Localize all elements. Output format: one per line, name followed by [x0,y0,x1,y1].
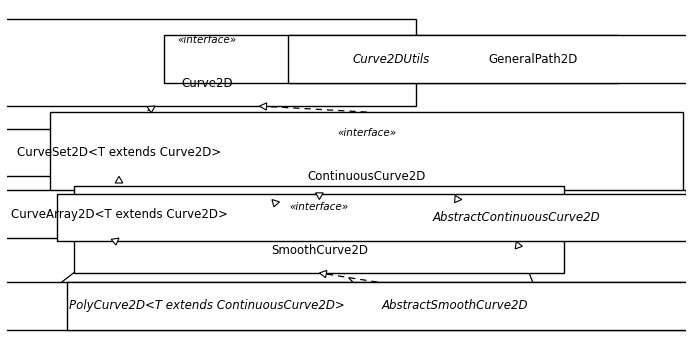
Polygon shape [455,195,462,203]
Text: «interface»: «interface» [290,202,349,212]
Text: SmoothCurve2D: SmoothCurve2D [271,244,368,257]
Polygon shape [260,103,267,110]
Text: «interface»: «interface» [337,128,396,138]
Polygon shape [115,176,123,183]
Bar [51,112,683,200]
Text: CurveSet2D<T extends Curve2D>: CurveSet2D<T extends Curve2D> [17,146,221,159]
Text: AbstractSmoothCurve2D: AbstractSmoothCurve2D [382,300,528,312]
Text: PolyCurve2D<T extends ContinuousCurve2D>: PolyCurve2D<T extends ContinuousCurve2D> [69,300,345,312]
Bar [164,35,617,83]
Bar [0,190,686,238]
Text: Curve2D: Curve2D [182,77,233,90]
Text: Curve2DUtils: Curve2DUtils [352,53,429,66]
Polygon shape [147,106,155,113]
Text: «interface»: «interface» [177,35,237,45]
Bar [74,186,564,273]
Text: GeneralPath2D: GeneralPath2D [489,53,578,66]
Polygon shape [319,271,327,278]
Bar [67,282,693,330]
Bar [288,35,693,83]
Text: CurveArray2D<T extends Curve2D>: CurveArray2D<T extends Curve2D> [10,208,227,221]
Polygon shape [272,200,279,207]
Bar [0,129,650,176]
Bar [57,194,693,241]
Text: ContinuousCurve2D: ContinuousCurve2D [308,170,426,184]
Bar [0,282,693,330]
Polygon shape [111,238,119,245]
Polygon shape [315,193,323,200]
Polygon shape [515,241,523,249]
Bar [0,19,416,106]
Text: AbstractContinuousCurve2D: AbstractContinuousCurve2D [432,211,600,224]
